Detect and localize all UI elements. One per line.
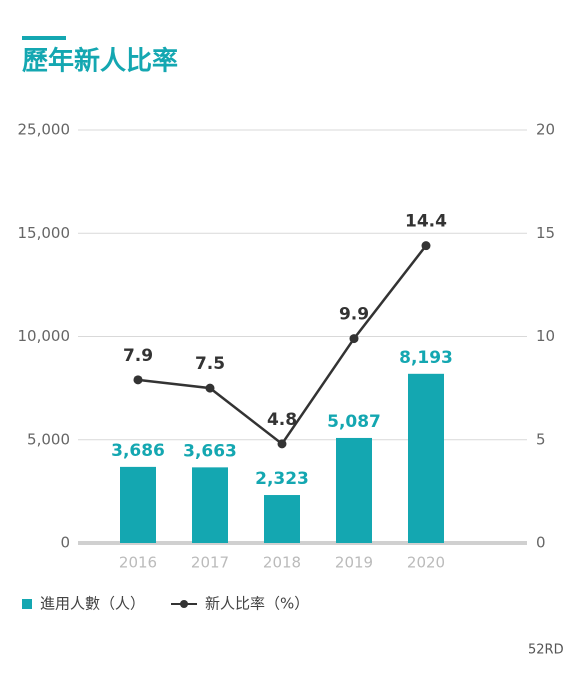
y2-tick-label: 15 xyxy=(536,224,555,242)
line-value-label: 14.4 xyxy=(405,212,447,232)
line-point xyxy=(133,375,143,385)
watermark: 52RD xyxy=(528,643,564,658)
bar xyxy=(336,437,372,543)
x-tick-label: 2018 xyxy=(263,554,301,572)
bar xyxy=(408,373,444,543)
legend-swatch xyxy=(180,600,189,608)
y2-tick-label: 20 xyxy=(536,121,555,139)
line-point xyxy=(277,439,287,449)
line-point xyxy=(421,241,431,251)
legend-swatch xyxy=(22,599,32,609)
y-tick-label: 10,000 xyxy=(18,327,71,345)
y2-tick-label: 0 xyxy=(536,534,546,552)
y-tick-label: 15,000 xyxy=(18,224,71,242)
chart-title: 歷年新人比率 xyxy=(22,46,178,77)
x-tick-label: 2017 xyxy=(191,554,229,572)
line-point xyxy=(205,383,215,393)
y2-tick-label: 10 xyxy=(536,327,555,345)
bar-value-label: 5,087 xyxy=(327,412,381,432)
x-tick-label: 2016 xyxy=(119,554,157,572)
legend-label: 進用人數（人） xyxy=(40,595,145,613)
bar xyxy=(120,466,156,543)
bar xyxy=(264,495,300,543)
bar-value-label: 2,323 xyxy=(255,469,309,489)
bar-value-label: 8,193 xyxy=(399,348,453,368)
x-tick-label: 2020 xyxy=(407,554,445,572)
y-tick-label: 25,000 xyxy=(18,121,71,139)
y-tick-label: 0 xyxy=(60,534,70,552)
y-tick-label: 5,000 xyxy=(27,430,70,448)
title-accent xyxy=(22,36,66,40)
line-value-label: 4.8 xyxy=(267,410,297,430)
y2-tick-label: 5 xyxy=(536,430,546,448)
legend-label: 新人比率（%） xyxy=(205,595,309,613)
bar-value-label: 3,663 xyxy=(183,441,237,461)
line-point xyxy=(349,334,359,344)
line-value-label: 7.9 xyxy=(123,346,153,366)
bar-value-label: 3,686 xyxy=(111,441,165,461)
x-tick-label: 2019 xyxy=(335,554,373,572)
line-value-label: 7.5 xyxy=(195,354,225,374)
bar xyxy=(192,467,228,543)
line-value-label: 9.9 xyxy=(339,305,369,325)
